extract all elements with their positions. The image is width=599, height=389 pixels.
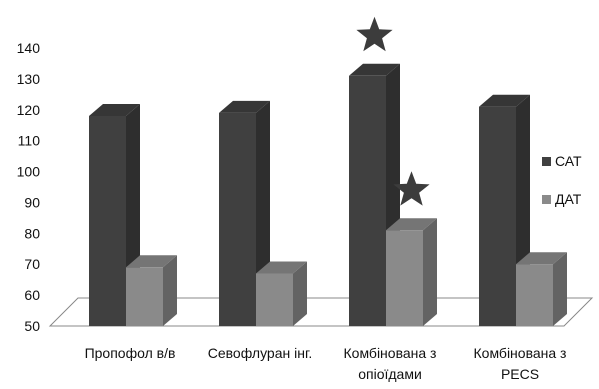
legend-swatch — [542, 195, 551, 204]
bar-3-1 — [516, 252, 567, 326]
legend-swatch — [542, 157, 551, 166]
x-category-label: Комбінована з — [344, 345, 437, 361]
y-tick-label: 90 — [24, 194, 40, 210]
x-category-label: Пропофол в/в — [85, 345, 176, 361]
significance-star-icon — [356, 16, 393, 52]
x-category-label: PECS — [501, 366, 539, 382]
y-tick-label: 80 — [24, 225, 40, 241]
legend-label: ДАТ — [555, 191, 582, 207]
bar-2-1 — [386, 218, 437, 326]
y-tick-label: 70 — [24, 256, 40, 272]
bar-0-1 — [126, 255, 177, 326]
bar-1-0 — [219, 100, 270, 326]
x-category-label: опіоїдами — [358, 366, 422, 382]
y-tick-label: 130 — [17, 71, 41, 87]
y-tick-label: 50 — [24, 318, 40, 334]
legend-label: САТ — [555, 153, 582, 169]
x-category-label: Севофлуран інг. — [208, 345, 313, 361]
x-category-label: Комбінована з — [474, 345, 567, 361]
bar-1-1 — [256, 261, 307, 326]
y-tick-label: 110 — [18, 133, 41, 149]
y-tick-label: 100 — [17, 164, 41, 180]
y-tick-label: 120 — [17, 102, 41, 118]
significance-star-icon — [393, 171, 430, 206]
y-tick-label: 140 — [17, 40, 41, 56]
y-tick-label: 60 — [24, 287, 40, 303]
